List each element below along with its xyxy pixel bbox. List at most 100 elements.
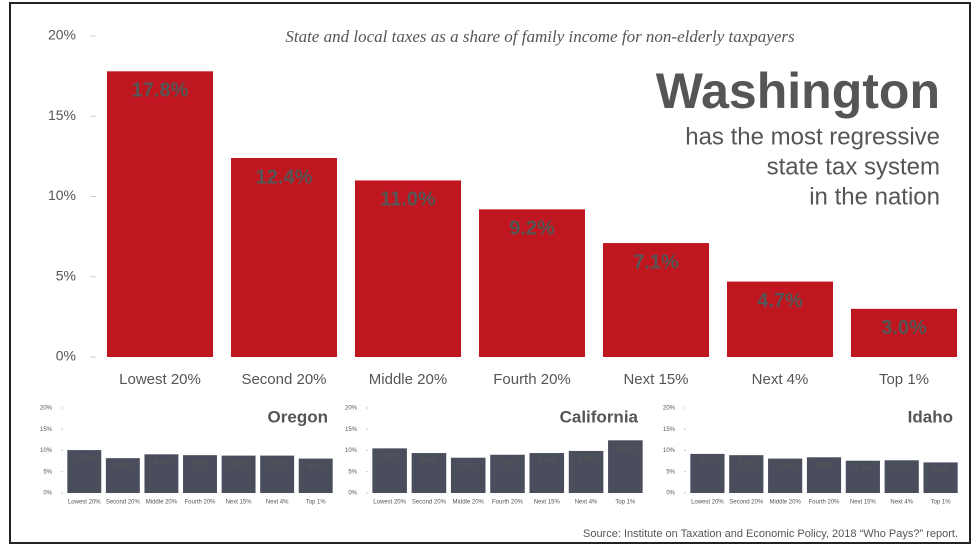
- value-label: 8.3%: [460, 463, 477, 470]
- value-label: 7.7%: [894, 465, 911, 472]
- bar: [845, 460, 880, 493]
- bar: [529, 453, 565, 493]
- bar: [221, 455, 256, 493]
- x-tick-label: Next 4%: [575, 500, 598, 506]
- value-label: 8.1%: [777, 463, 794, 470]
- bar: [67, 450, 102, 493]
- bar: [372, 448, 407, 493]
- chart-title: Oregon: [268, 407, 328, 426]
- value-label: 8.8%: [231, 460, 248, 467]
- bar: [608, 440, 643, 493]
- y-tick-label: 20%: [345, 406, 358, 412]
- value-label: 9.1%: [153, 459, 170, 466]
- x-tick-label: Top 1%: [615, 500, 636, 506]
- x-tick-label: Lowest 20%: [119, 371, 201, 388]
- y-tick-label: 5%: [43, 469, 52, 475]
- annotation: state tax system: [767, 153, 940, 180]
- x-tick-label: Next 15%: [534, 500, 561, 506]
- value-label: 8.1%: [308, 463, 325, 470]
- x-tick-label: Top 1%: [306, 500, 327, 506]
- annotation: in the nation: [809, 183, 940, 210]
- x-tick-label: Lowest 20%: [373, 500, 406, 506]
- value-label: 8.4%: [816, 462, 833, 469]
- y-tick-label: 0%: [43, 491, 52, 497]
- y-tick-label: 5%: [56, 267, 76, 283]
- y-tick-label: 0%: [666, 491, 675, 497]
- y-tick-label: 5%: [666, 469, 675, 475]
- x-tick-label: Fourth 20%: [184, 500, 216, 506]
- value-label: 4.7%: [757, 290, 803, 312]
- x-tick-label: Next 15%: [850, 500, 877, 506]
- bar: [144, 454, 179, 493]
- x-tick-label: Fourth 20%: [493, 371, 571, 388]
- chart-title: State and local taxes as a share of fami…: [285, 27, 795, 46]
- value-label: 8.8%: [269, 460, 286, 467]
- bar: [602, 243, 710, 357]
- value-label: 3.0%: [881, 317, 927, 339]
- value-label: 10.5%: [380, 453, 401, 460]
- bar: [768, 458, 803, 493]
- bar: [478, 209, 586, 357]
- y-tick-label: 15%: [345, 427, 358, 433]
- chart-title: Idaho: [908, 407, 953, 426]
- value-label: 8.2%: [115, 463, 132, 470]
- value-label: 9.4%: [421, 458, 438, 465]
- value-label: 12.4%: [256, 166, 313, 188]
- y-tick-label: 10%: [663, 448, 676, 454]
- y-tick-label: 0%: [56, 348, 76, 364]
- value-label: 8.9%: [738, 460, 755, 467]
- x-tick-label: Next 4%: [266, 500, 289, 506]
- y-tick-label: 10%: [345, 448, 358, 454]
- x-tick-label: Next 4%: [752, 371, 809, 388]
- bar: [923, 462, 958, 493]
- annotation: Washington: [656, 63, 940, 119]
- bar: [260, 455, 295, 493]
- x-tick-label: Fourth 20%: [808, 500, 840, 506]
- value-label: 9.9%: [578, 456, 595, 463]
- y-tick-label: 10%: [40, 448, 53, 454]
- value-label: 17.8%: [132, 80, 189, 102]
- bar: [298, 458, 333, 493]
- x-tick-label: Top 1%: [931, 500, 952, 506]
- value-label: 12.4%: [615, 445, 636, 452]
- y-tick-label: 10%: [48, 187, 76, 203]
- bar: [568, 450, 604, 493]
- value-label: 9.2%: [699, 459, 716, 466]
- x-tick-label: Middle 20%: [146, 500, 178, 506]
- bar: [884, 460, 919, 493]
- bar: [106, 71, 214, 357]
- x-tick-label: Top 1%: [879, 371, 929, 388]
- bar: [850, 308, 958, 357]
- bar: [490, 454, 525, 493]
- bar: [806, 457, 842, 493]
- x-tick-label: Lowest 20%: [691, 500, 724, 506]
- value-label: 11.0%: [380, 189, 436, 211]
- x-tick-label: Middle 20%: [769, 500, 801, 506]
- y-tick-label: 15%: [40, 427, 53, 433]
- value-label: 7.2%: [933, 467, 950, 474]
- bar: [105, 458, 140, 493]
- x-tick-label: Lowest 20%: [68, 500, 101, 506]
- annotation: has the most regressive: [685, 123, 940, 150]
- value-label: 9.2%: [509, 218, 555, 240]
- y-tick-label: 20%: [663, 406, 676, 412]
- y-tick-label: 15%: [48, 107, 76, 123]
- x-tick-label: Next 15%: [226, 500, 253, 506]
- value-label: 8.9%: [192, 460, 209, 467]
- value-label: 10.1%: [74, 455, 95, 462]
- value-label: 9.4%: [539, 458, 556, 465]
- bar: [230, 157, 338, 357]
- y-tick-label: 20%: [48, 27, 76, 43]
- bar: [183, 455, 217, 493]
- source-note: Source: Institute on Taxation and Econom…: [583, 528, 958, 540]
- x-tick-label: Fourth 20%: [492, 500, 524, 506]
- x-tick-label: Middle 20%: [453, 500, 485, 506]
- value-label: 7.6%: [855, 466, 872, 473]
- bar: [450, 457, 486, 493]
- x-tick-label: Next 4%: [890, 500, 913, 506]
- value-label: 9.0%: [500, 460, 517, 467]
- y-tick-label: 0%: [348, 491, 357, 497]
- y-tick-label: 5%: [348, 469, 357, 475]
